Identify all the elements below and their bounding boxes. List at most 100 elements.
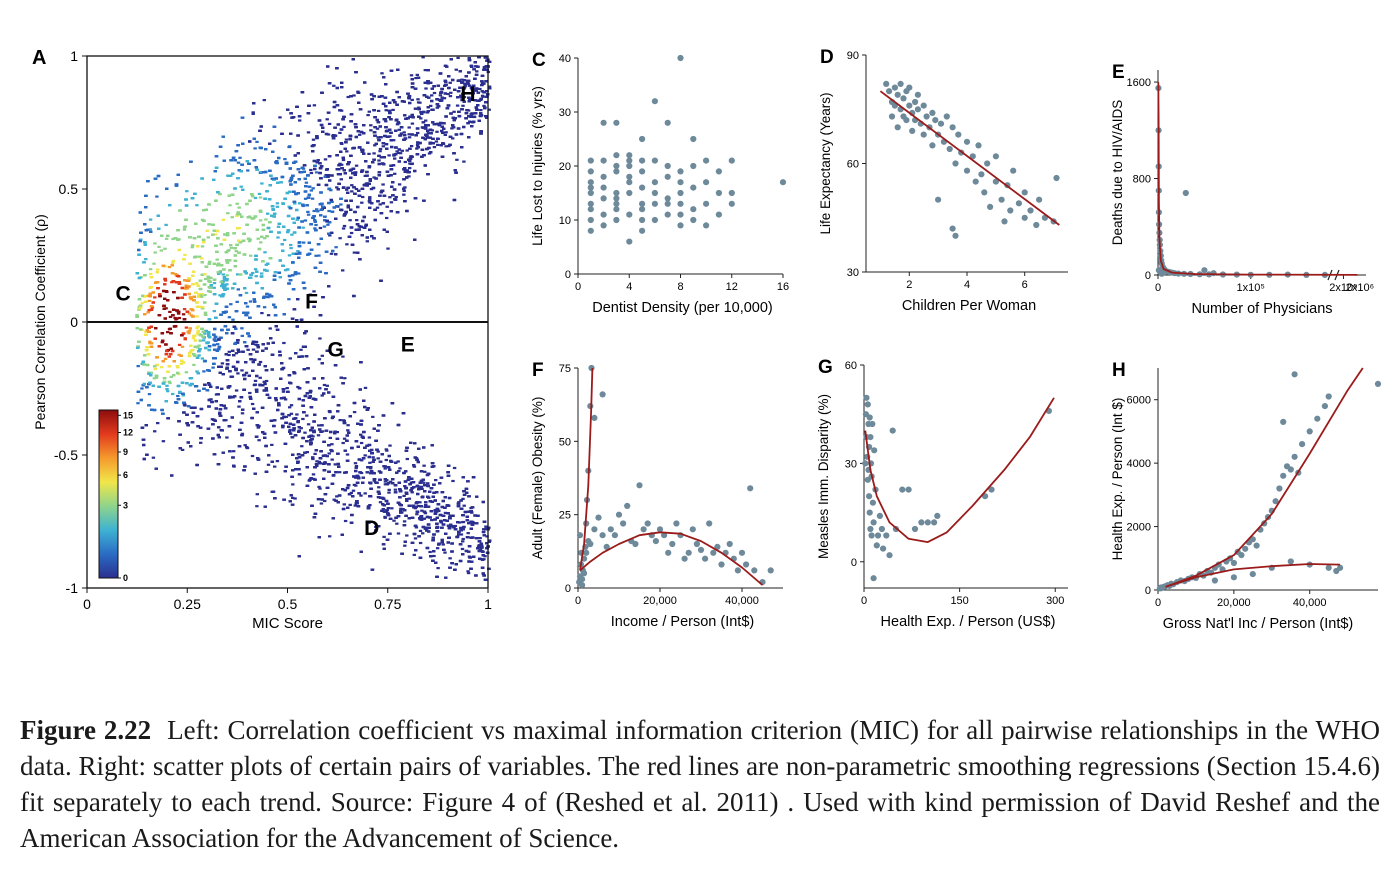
data-point [677, 168, 684, 175]
data-point [613, 119, 620, 126]
panel-label: H [1112, 360, 1126, 381]
panel-label: E [1112, 62, 1125, 83]
y-tick-label: 0 [851, 557, 857, 569]
y-tick-label: 40 [559, 53, 571, 65]
x-tick-label: 20,000 [1217, 597, 1251, 609]
data-point [869, 420, 876, 428]
data-point [1027, 207, 1034, 214]
data-point [664, 200, 671, 207]
x-tick-label: 0 [83, 596, 91, 612]
data-point [767, 567, 774, 574]
data-point [640, 526, 647, 533]
data-point [600, 173, 607, 180]
data-point [607, 526, 614, 533]
data-point [600, 195, 607, 202]
data-point [587, 189, 594, 197]
data-point [868, 532, 875, 539]
data-point [613, 162, 620, 170]
x-tick-label: 0 [575, 595, 581, 607]
data-point [626, 157, 633, 164]
data-point [1158, 270, 1165, 277]
panel-annotation: E [401, 333, 415, 356]
data-point [656, 526, 664, 533]
x-tick-label: 2x10⁵ [1329, 282, 1357, 294]
data-point [992, 178, 1000, 185]
data-point [1249, 536, 1256, 543]
data-point [664, 119, 671, 126]
x-axis-label: MIC Score [252, 615, 323, 632]
data-point [639, 216, 646, 224]
data-point [579, 582, 586, 589]
data-point [595, 514, 602, 521]
data-point [972, 178, 979, 185]
y-axis-label: Deaths due to HIV/AIDS [1110, 100, 1125, 246]
data-point [909, 127, 916, 134]
y-tick-label: 1 [70, 48, 78, 64]
fit-line [864, 397, 1055, 543]
x-tick-label: 1 [484, 596, 492, 612]
data-point [984, 160, 991, 167]
data-point [697, 546, 705, 554]
data-point [929, 142, 936, 149]
data-point [664, 162, 671, 170]
data-point [914, 106, 922, 113]
data-point [906, 84, 913, 91]
data-point [1010, 167, 1017, 174]
y-tick-label: 0 [565, 269, 571, 281]
data-point [600, 119, 607, 126]
data-point [1238, 552, 1245, 559]
data-point [747, 485, 754, 492]
panel-annotation: F [305, 291, 318, 314]
data-point [924, 519, 931, 526]
figure-caption: Figure 2.22 Left: Correlation coefficient… [20, 712, 1380, 856]
data-point [1333, 567, 1340, 575]
data-point [703, 157, 710, 164]
data-point [677, 222, 684, 229]
x-tick-label: 150 [950, 595, 968, 607]
data-point [639, 135, 646, 143]
data-point [652, 538, 660, 545]
data-point [600, 222, 607, 229]
data-point [639, 227, 646, 234]
panel-label: A [32, 47, 46, 69]
data-point [998, 196, 1005, 203]
data-point [963, 167, 971, 174]
data-point [718, 561, 725, 568]
colorbar [98, 409, 119, 579]
data-point [613, 206, 620, 213]
data-point [981, 189, 988, 196]
x-axis-label: Health Exp. / Person (US$) [881, 614, 1056, 630]
y-tick-label: 0 [565, 583, 571, 595]
data-point [874, 532, 882, 539]
data-point [639, 157, 646, 164]
data-point [669, 540, 676, 548]
data-point [987, 203, 994, 210]
data-point [673, 520, 680, 527]
data-point [677, 211, 684, 218]
y-axis-label: Measles Imm. Disparity (%) [816, 394, 831, 559]
data-point [1015, 200, 1023, 207]
data-point [1253, 542, 1260, 549]
data-point [583, 549, 590, 556]
x-tick-label: 0 [1155, 282, 1161, 294]
data-point [900, 95, 907, 102]
data-point [690, 162, 697, 170]
data-point [1325, 393, 1332, 400]
colorbar-tick-label: 12 [123, 428, 133, 438]
y-tick-label: 30 [845, 458, 857, 470]
panel-c: 0 4 8 12 16 0 10 20 30 40 Dentist Density (per 10,… [530, 50, 789, 316]
data-point [886, 88, 893, 95]
data-point [626, 238, 633, 245]
data-point [937, 120, 945, 127]
x-tick-label: 16 [777, 281, 789, 293]
data-point [1021, 214, 1028, 221]
data-point [751, 567, 758, 574]
data-point [579, 576, 586, 583]
data-point [626, 211, 633, 218]
data-point [1291, 371, 1298, 378]
data-point [651, 157, 659, 164]
data-point [587, 403, 594, 410]
data-point [706, 520, 713, 527]
x-tick-label: 8 [677, 281, 683, 293]
